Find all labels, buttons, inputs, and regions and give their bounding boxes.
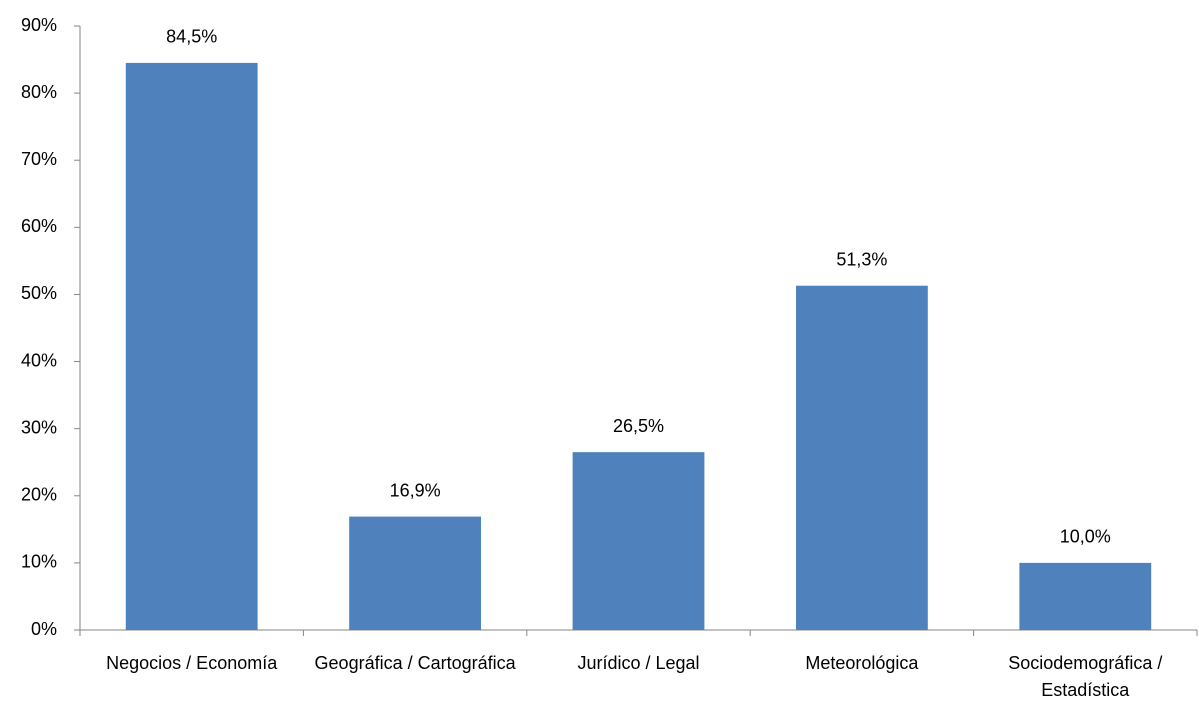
y-tick-label: 60% [21,216,57,236]
bar [1019,562,1152,630]
x-tick-label: Jurídico / Legal [577,653,700,673]
data-label: 16,9% [390,480,441,500]
y-tick-label: 70% [21,149,57,169]
data-label: 84,5% [166,27,217,47]
x-tick-label: Geográfica / Cartográfica [314,653,516,673]
bar [349,516,482,630]
y-tick-label: 40% [21,350,57,370]
x-tick-label: Meteorológica [805,653,919,673]
bar [125,62,258,630]
y-tick-label: 90% [21,15,57,35]
y-tick-label: 50% [21,283,57,303]
x-tick-label: Negocios / Economía [106,653,278,673]
bar [795,285,928,630]
y-tick-label: 20% [21,485,57,505]
data-label: 26,5% [613,416,664,436]
x-tick-label: Sociodemográfica / Estadística [1008,653,1163,700]
y-tick-label: 10% [21,552,57,572]
y-tick-label: 0% [31,619,57,639]
y-tick-label: 30% [21,417,57,437]
y-tick-label: 80% [21,82,57,102]
bar [572,452,705,630]
data-label: 51,3% [836,249,887,269]
data-label: 10,0% [1060,527,1111,547]
